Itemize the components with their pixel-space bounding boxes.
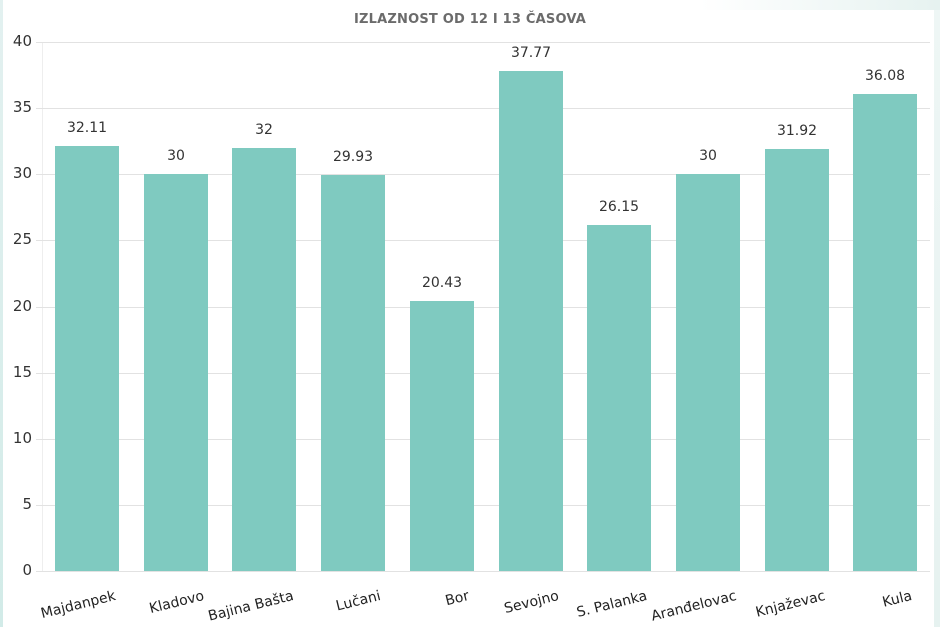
y-tick-label: 40 bbox=[12, 32, 32, 50]
bar-lu-ani[interactable] bbox=[321, 175, 385, 571]
bar-bor[interactable] bbox=[410, 301, 474, 571]
y-tick-label: 0 bbox=[22, 561, 32, 579]
y-tick-label: 25 bbox=[12, 230, 32, 248]
x-category-label: Kula bbox=[880, 588, 914, 611]
left-frame-edge bbox=[0, 0, 3, 627]
x-category-label: Aranđelovac bbox=[649, 588, 739, 625]
bar-kladovo[interactable] bbox=[144, 174, 208, 571]
gridline-0 bbox=[36, 571, 930, 572]
x-category-label: S. Palanka bbox=[575, 588, 649, 621]
bar-kula[interactable] bbox=[853, 94, 917, 571]
gridline-40 bbox=[36, 42, 930, 43]
bar-s-palanka[interactable] bbox=[587, 225, 651, 571]
gridline-35 bbox=[36, 108, 930, 109]
y-tick-label: 30 bbox=[12, 164, 32, 182]
gridline-30 bbox=[36, 174, 930, 175]
bar-sevojno[interactable] bbox=[499, 71, 563, 571]
bar-value-label: 36.08 bbox=[864, 68, 906, 84]
bar-value-label: 20.43 bbox=[421, 275, 463, 291]
bar-knja-evac[interactable] bbox=[765, 149, 829, 571]
y-tick-label: 35 bbox=[12, 98, 32, 116]
bar-value-label: 32 bbox=[255, 122, 273, 138]
gridline-25 bbox=[36, 240, 930, 241]
x-category-label: Sevojno bbox=[502, 588, 561, 617]
x-category-label: Kladovo bbox=[147, 588, 206, 618]
x-category-label: Bor bbox=[443, 588, 471, 610]
top-frame-edge bbox=[700, 0, 940, 10]
gridline-15 bbox=[36, 373, 930, 374]
x-category-label: Knjaževac bbox=[754, 588, 827, 621]
x-category-label: Bajina Bašta bbox=[206, 588, 296, 625]
bar-aran-elovac[interactable] bbox=[676, 174, 740, 571]
y-tick-label: 20 bbox=[12, 297, 32, 315]
gridline-10 bbox=[36, 439, 930, 440]
bar-value-label: 30 bbox=[699, 148, 717, 164]
x-category-label: Majdanpek bbox=[39, 588, 118, 623]
bar-value-label: 26.15 bbox=[598, 199, 640, 215]
x-category-label: Lučani bbox=[334, 588, 383, 615]
gridline-20 bbox=[36, 307, 930, 308]
right-frame-edge bbox=[934, 0, 940, 627]
y-tick-label: 15 bbox=[12, 363, 32, 381]
y-tick-label: 10 bbox=[12, 429, 32, 447]
bar-value-label: 29.93 bbox=[332, 149, 374, 165]
bar-value-label: 30 bbox=[167, 148, 185, 164]
bar-value-label: 32.11 bbox=[66, 120, 108, 136]
gridline-5 bbox=[36, 505, 930, 506]
bar-value-label: 37.77 bbox=[510, 45, 552, 61]
bar-majdanpek[interactable] bbox=[55, 146, 119, 571]
y-tick-label: 5 bbox=[22, 495, 32, 513]
bar-value-label: 31.92 bbox=[776, 123, 818, 139]
bar-bajina-ba-ta[interactable] bbox=[232, 148, 296, 571]
chart-title: IZLAZNOST OD 12 I 13 ČASOVA bbox=[354, 12, 586, 27]
